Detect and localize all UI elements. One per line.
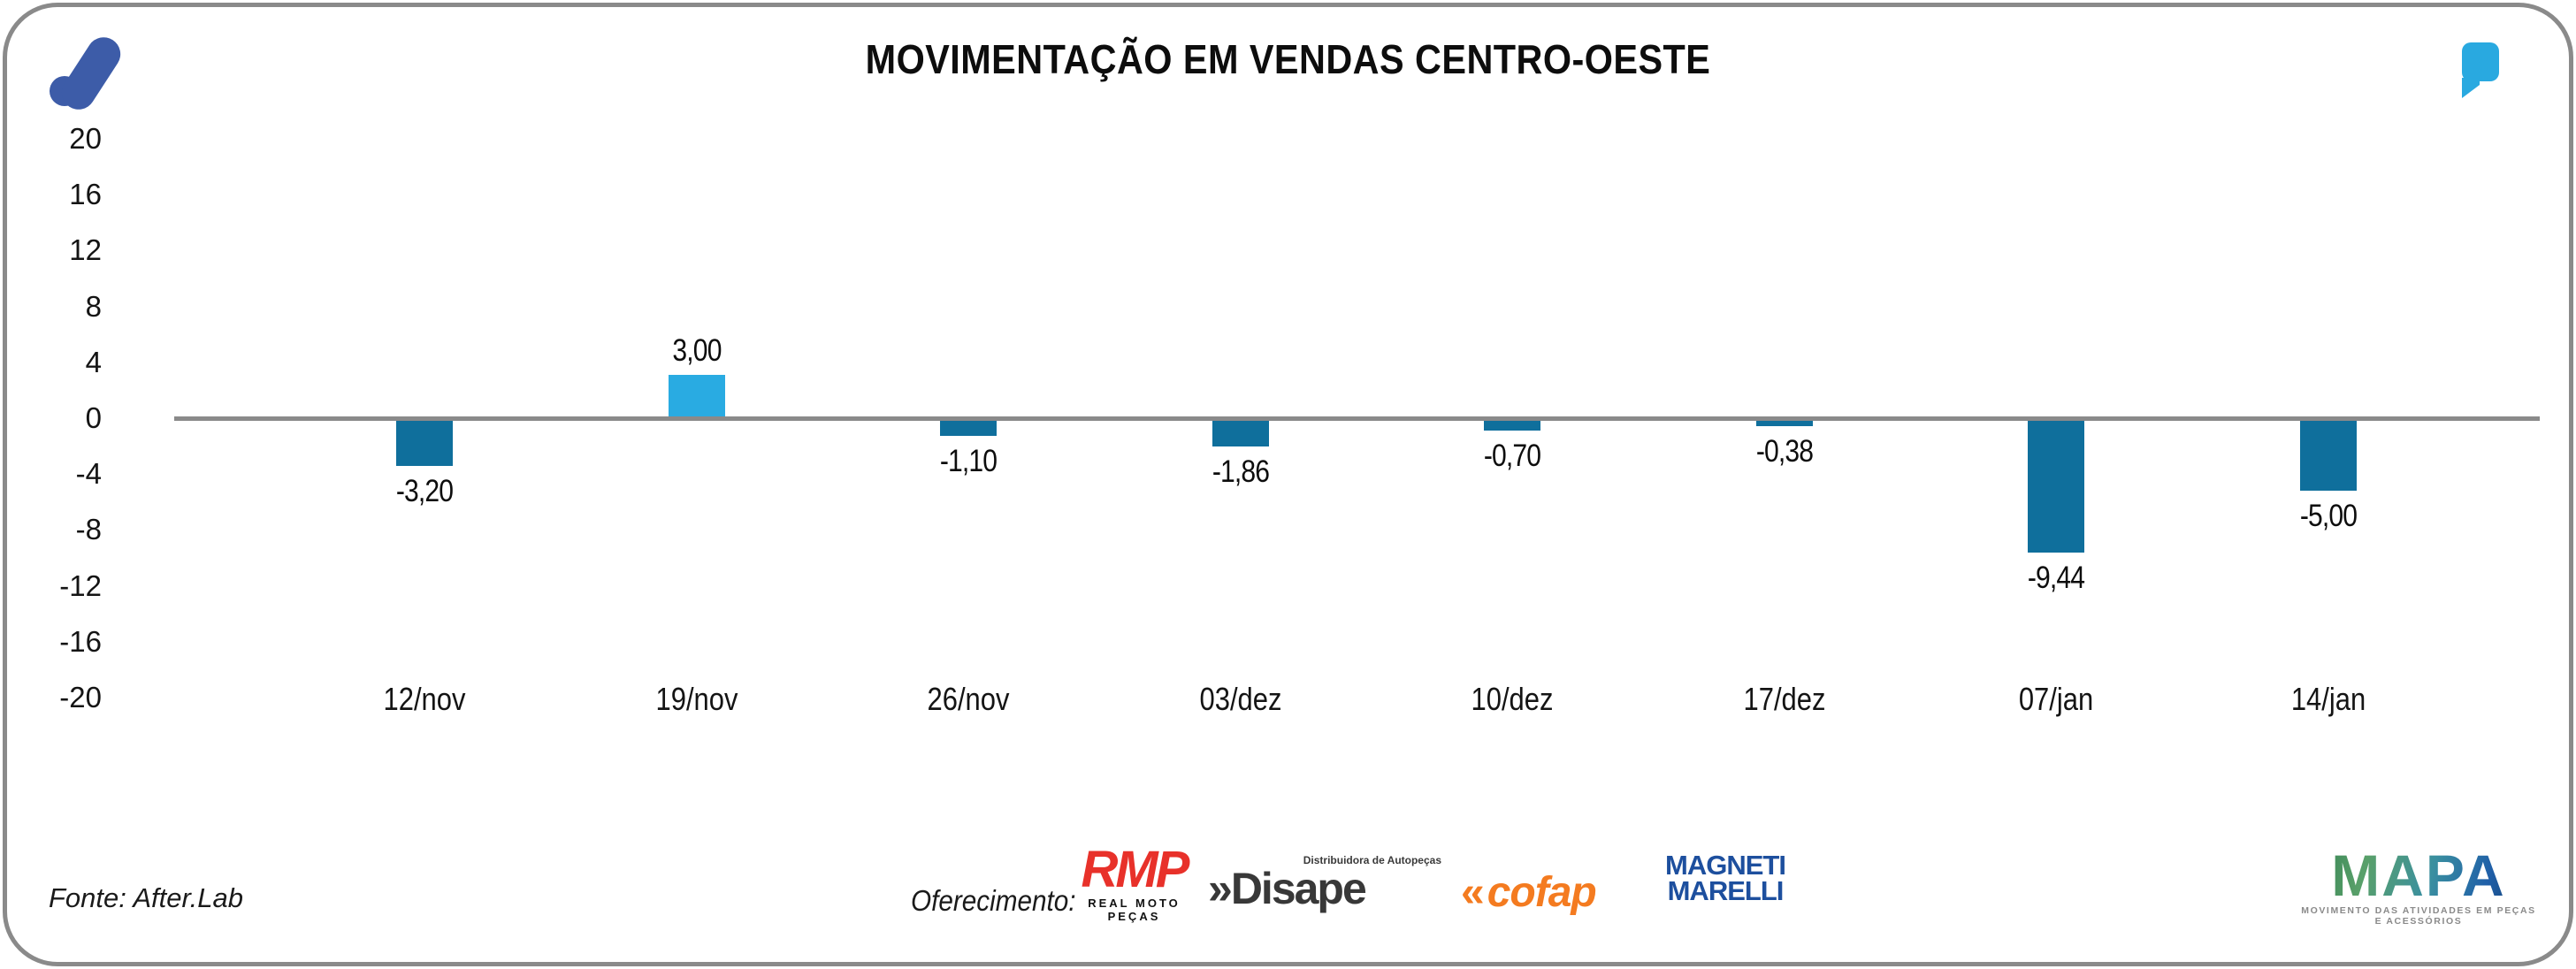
bar-value-label: -3,20 [395,474,454,508]
cofap-logo-word: cofap [1487,869,1597,916]
chart-bar [1484,421,1541,431]
disape-logo: Distribuidora de Autopeças »Disape [1208,854,1447,911]
y-axis-tick: 8 [85,289,102,323]
chart-bar [396,421,453,466]
chart-card [3,3,2573,966]
y-axis-tick: -12 [59,568,102,602]
mapa-logo: MAPA MOVIMENTO DAS ATIVIDADES EM PEÇAS E… [2299,846,2538,927]
bar-value-label: -1,86 [1212,454,1270,489]
chart-bar [2028,421,2085,553]
bar-value-label: -0,38 [1755,434,1814,469]
afterlab-a-icon-bar [55,30,127,117]
rmp-logo-text: RMP [1081,841,1190,898]
mapa-logo-tagline: MOVIMENTO DAS ATIVIDADES EM PEÇAS E ACES… [2301,905,2536,927]
y-axis-tick: -4 [75,457,102,491]
disape-logo-text: »Disape [1208,866,1447,911]
magneti-logo-line1: MAGNETI [1665,850,1786,881]
x-axis-label: 07/jan [2019,681,2094,717]
y-axis-tick: -20 [59,681,102,713]
chart-bar [940,421,998,436]
magneti-logo-line2: MARELLI [1667,875,1785,906]
chart-bar [1755,421,1813,426]
chart-bar [1212,421,1269,446]
bar-value-label: -9,44 [2028,561,2085,595]
disape-logo-word: Disape [1230,864,1367,913]
y-axis-tick: 0 [85,401,102,434]
disape-chevrons-icon: » [1208,864,1233,913]
quote-icon-tail [2462,78,2480,98]
x-axis-label: 26/nov [927,681,1010,717]
x-axis-label: 12/nov [383,681,466,717]
y-axis-tick: -16 [59,624,102,658]
bar-value-label: -0,70 [1484,439,1541,473]
cofap-arrow-icon: « [1461,869,1485,916]
bar-value-label: -5,00 [2299,499,2358,533]
y-axis-tick: 20 [69,122,102,155]
y-axis-tick: 16 [69,178,102,211]
y-axis-tick: -8 [75,513,102,546]
rmp-logo: RMP REAL MOTO PEÇAS [1070,841,1198,924]
quote-icon [2462,42,2499,99]
x-axis-label: 10/dez [1471,681,1554,717]
chart-bar [668,375,725,416]
sponsor-label: Oferecimento: [911,884,1076,917]
zero-axis-line [174,416,2540,421]
x-axis-label: 14/jan [2290,681,2366,717]
chart-bar [2299,421,2357,491]
disape-logo-tagline: Distribuidora de Autopeças [1303,854,1441,866]
cofap-logo-text: «cofap [1461,868,1597,917]
y-axis-tick: 12 [69,233,102,267]
source-text: Fonte: After.Lab [49,882,243,913]
mapa-logo-text: MAPA [2299,846,2538,904]
bar-value-label: 3,00 [671,333,722,368]
chart-title: MOVIMENTAÇÃO EM VENDAS CENTRO-OESTE [865,36,1711,82]
x-axis-label: 17/dez [1743,681,1826,717]
quote-icon-body [2462,42,2499,81]
rmp-logo-subtitle: REAL MOTO PEÇAS [1088,897,1181,923]
afterlab-a-icon [50,30,127,117]
magneti-marelli-logo: MAGNETI MARELLI [1659,850,1792,906]
x-axis-label: 03/dez [1199,681,1282,717]
cofap-logo: «cofap [1461,868,1597,917]
x-axis-label: 19/nov [655,681,738,717]
bar-value-label: -1,10 [939,444,998,478]
y-axis-tick: 4 [85,345,102,378]
